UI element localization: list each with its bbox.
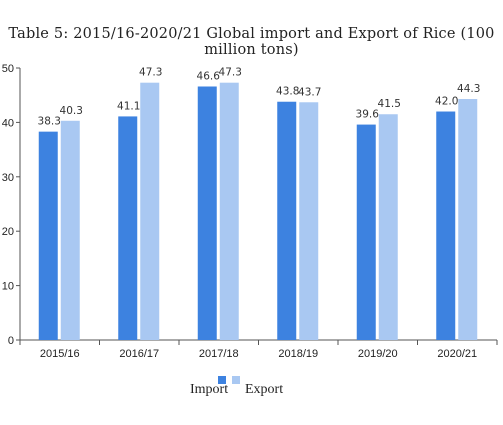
y-tick-label: 0 <box>8 335 14 347</box>
bar-import <box>277 101 297 340</box>
bar-import <box>436 111 456 341</box>
bar-export <box>458 99 478 341</box>
legend-item-import <box>218 376 226 384</box>
data-label-export: 47.3 <box>219 67 242 79</box>
legend-swatch-export <box>232 376 240 384</box>
data-label-import: 41.1 <box>117 100 140 112</box>
legend-label-import: Import <box>190 382 229 397</box>
x-tick-label: 2017/18 <box>199 348 239 360</box>
bar-export <box>140 82 160 341</box>
legend-item-export <box>232 376 240 384</box>
y-tick-label: 30 <box>2 172 14 184</box>
y-tick-label: 10 <box>2 281 14 293</box>
bar-import <box>197 86 217 340</box>
x-tick-label: 2019/20 <box>358 348 398 360</box>
data-label-export: 44.3 <box>457 83 480 95</box>
y-tick-label: 20 <box>2 226 14 238</box>
data-label-import: 43.8 <box>276 86 299 98</box>
x-tick-label: 2015/16 <box>40 348 80 360</box>
data-label-import: 42.0 <box>435 96 458 108</box>
data-label-export: 41.5 <box>378 98 401 110</box>
data-label-import: 46.6 <box>197 70 221 82</box>
x-tick-label: 2018/19 <box>278 348 318 360</box>
data-label-import: 39.6 <box>356 109 380 121</box>
bar-import <box>356 124 376 341</box>
y-tick-label: 40 <box>2 117 14 129</box>
legend-swatch-import <box>218 376 226 384</box>
data-label-import: 38.3 <box>38 116 61 128</box>
bar-export <box>299 102 319 340</box>
y-tick-label: 50 <box>2 63 14 75</box>
legend-label-export: Export <box>245 382 284 397</box>
chart-title: Table 5: 2015/16-2020/21 Global import a… <box>8 26 495 58</box>
x-tick-label: 2020/21 <box>437 348 477 360</box>
bar-export <box>378 114 398 341</box>
x-tick-label: 2016/17 <box>119 348 159 360</box>
data-label-export: 40.3 <box>60 105 83 117</box>
bar-export <box>219 82 239 341</box>
bar-import <box>38 131 58 340</box>
data-label-export: 43.7 <box>298 86 321 98</box>
data-label-export: 47.3 <box>139 67 162 79</box>
legend: Import Export <box>0 376 503 406</box>
bar-export <box>60 120 80 340</box>
bar-import <box>118 116 138 340</box>
